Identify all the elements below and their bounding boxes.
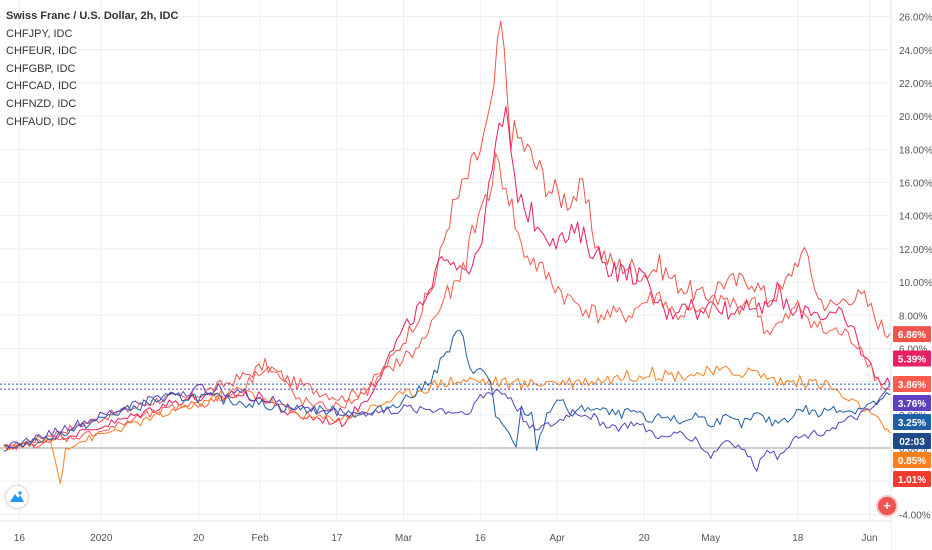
y-tick-label: 0.00% [899,444,927,455]
y-tick-label: 10.00% [899,278,932,289]
series-line-chfgbp [3,152,891,451]
last-value-label: 0.85% [898,456,926,467]
y-tick-label: 12.00% [899,245,932,256]
x-tick-label: Mar [395,533,413,544]
legend-symbol-chfjpy[interactable]: CHFJPY, IDC [6,27,73,40]
y-tick-label: 14.00% [899,212,932,223]
last-value-badge [893,470,931,487]
y-tick-label: 8.00% [899,311,927,322]
x-tick-label: 17 [331,533,343,544]
x-tick-label: 20 [639,533,651,544]
last-value-badge [893,432,931,449]
time-axis [0,521,891,550]
last-value-badge [893,413,931,430]
last-value-label: 1.01% [898,475,926,486]
last-value-label: 3.76% [898,399,926,410]
x-tick-label: 16 [14,533,26,544]
x-tick-label: Feb [251,533,269,544]
x-tick-label: 18 [792,533,804,544]
y-tick-label: 24.00% [899,46,932,57]
y-tick-label: 26.00% [899,13,932,24]
legend-symbol-chfcad[interactable]: CHFCAD, IDC [6,80,77,93]
last-value-badge [893,326,931,343]
y-tick-label: 20.00% [899,112,932,123]
last-value-label: 3.86% [898,380,926,391]
x-tick-label: 2020 [90,533,113,544]
legend-symbol-chfgbp[interactable]: CHFGBP, IDC [6,62,76,75]
chart-legend: Swiss Franc / U.S. Dollar, 2h, IDC CHFJP… [6,8,178,131]
last-value-badge [893,375,931,392]
y-tick-label: 16.00% [899,179,932,190]
legend-symbol-chfnzd[interactable]: CHFNZD, IDC [6,97,77,110]
series-line-chfaud [3,20,891,450]
x-tick-label: 20 [193,533,205,544]
last-value-badge [893,394,931,411]
last-value-label: 5.39% [898,355,926,366]
last-value-label: 02:03 [899,437,925,448]
legend-symbol-chfeur[interactable]: CHFEUR, IDC [6,45,77,58]
series-line-chfnzd [3,105,891,450]
legend-symbol-chfaud[interactable]: CHFAUD, IDC [6,115,77,128]
y-tick-label: 18.00% [899,145,932,156]
series-line-chfjpy [3,329,891,451]
main-symbol-title[interactable]: Swiss Franc / U.S. Dollar, 2h, IDC [6,10,179,22]
plus-icon[interactable]: + [878,497,896,515]
last-value-label: 6.86% [898,330,926,341]
last-value-badge [893,451,931,468]
x-tick-label: May [701,533,720,544]
y-tick-label: -4.00% [899,510,931,521]
series-line-chfcad [3,365,891,485]
last-value-badge [893,350,931,367]
x-tick-label: 16 [475,533,487,544]
x-tick-label: Apr [549,533,565,544]
chart-platform-logo-icon[interactable] [6,486,28,508]
y-tick-label: 6.00% [899,344,927,355]
y-tick-label: 22.00% [899,79,932,90]
last-value-label: 3.25% [898,418,926,429]
series-line-chfeur [3,383,891,472]
x-tick-label: Jun [861,533,877,544]
